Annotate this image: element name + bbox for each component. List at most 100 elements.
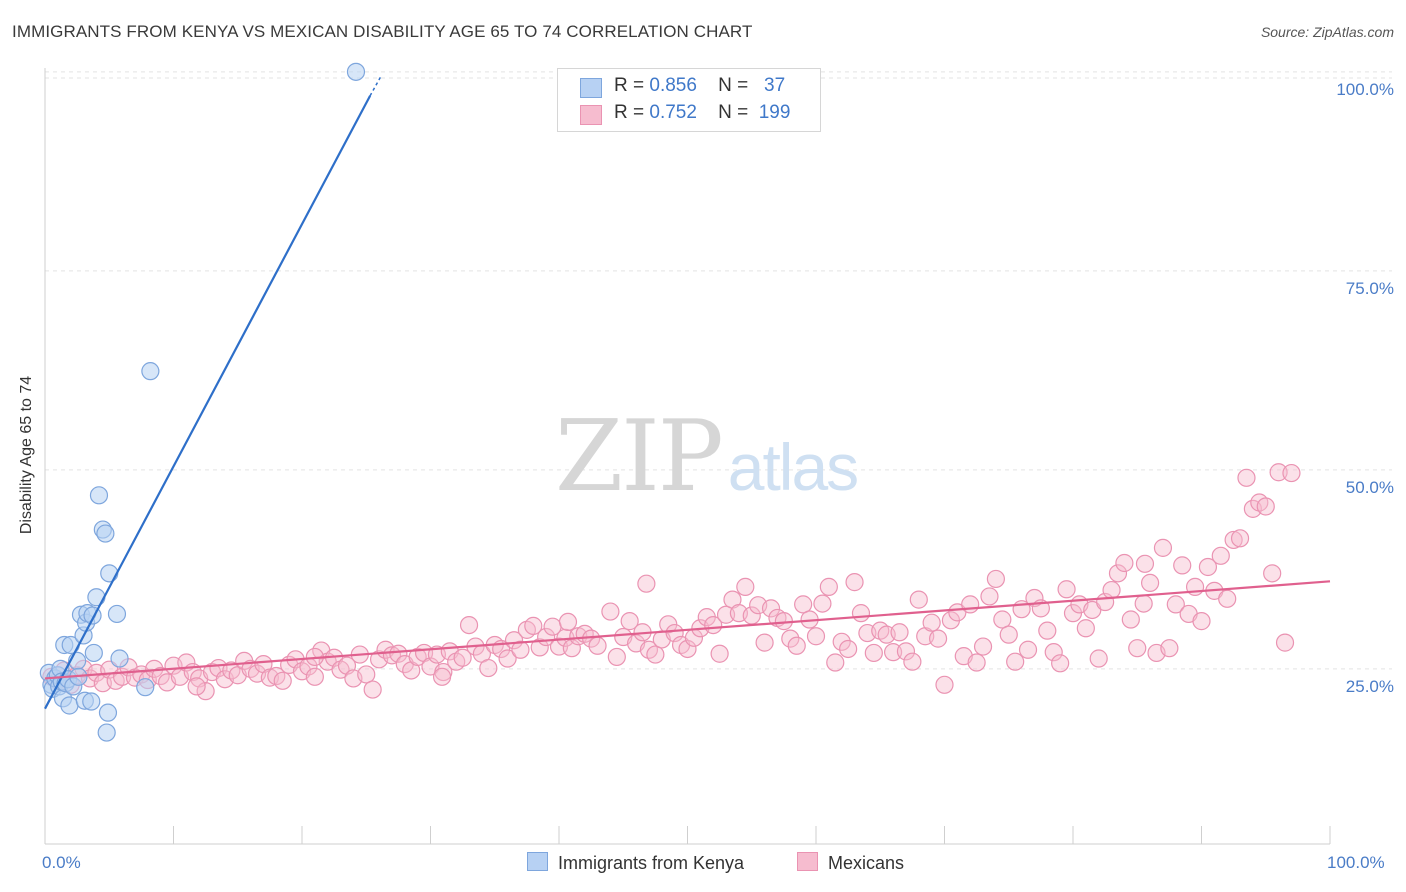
mexicans-point: [999, 625, 1018, 644]
mexicans-point: [961, 595, 980, 614]
mexicans-point: [1140, 573, 1160, 592]
mexicans-point: [1051, 654, 1070, 673]
mexicans-point: [909, 590, 928, 609]
bottom-kenya-swatch: [527, 852, 548, 871]
mexicans-point: [1108, 564, 1128, 583]
kenya-point: [84, 643, 103, 663]
mexicans-point: [1135, 554, 1155, 573]
kenya-swatch: [580, 78, 602, 98]
mexicans-point: [1115, 553, 1134, 573]
mexicans-point: [1134, 594, 1153, 613]
mexicans-point: [1044, 643, 1063, 662]
kenya-point: [60, 696, 79, 715]
kenya-point: [96, 524, 115, 543]
bottom-mexicans-label: Mexicans: [828, 853, 905, 873]
x-tick-max: 100.0%: [1327, 853, 1385, 872]
mexicans-point: [710, 644, 729, 663]
mexicans-point: [736, 577, 755, 596]
mexicans-point: [1018, 640, 1038, 659]
mexicans-point: [459, 615, 479, 635]
bottom-legend-kenya: Immigrants from Kenya: [527, 852, 744, 874]
mexicans-point: [637, 574, 656, 593]
mexicans-point: [1121, 610, 1140, 629]
mexicans-point: [1224, 530, 1243, 550]
mexicans-point: [787, 636, 806, 655]
mexicans-point: [761, 599, 781, 618]
kenya-point: [89, 486, 109, 505]
trend-lines: [44, 74, 1331, 710]
y-tick-label: 25.0%: [1345, 676, 1394, 696]
mexicans-point: [794, 595, 813, 614]
kenya-points: [39, 62, 366, 742]
mexicans-point: [806, 627, 826, 646]
mexicans-point: [357, 665, 376, 684]
watermark: ZIPatlas: [555, 400, 859, 514]
source-label: Source: ZipAtlas.com: [1260, 24, 1394, 40]
mexicans-point: [922, 613, 941, 632]
y-tick-label: 100.0%: [1336, 79, 1394, 99]
mexicans-point: [896, 642, 916, 661]
legend-kenya-n-value: 37: [764, 75, 786, 96]
mexicans-point: [607, 647, 626, 667]
mexicans-point: [530, 638, 549, 657]
legend-kenya-r-value: 0.856: [649, 75, 697, 96]
watermark-zip: ZIP: [555, 400, 724, 514]
mexicans-point: [1218, 589, 1237, 608]
legend-mexicans-n-label: N =: [718, 102, 749, 123]
mexicans-point: [755, 633, 774, 652]
mexicans-point: [305, 667, 324, 686]
mexicans-point: [935, 675, 954, 694]
mexicans-point: [273, 671, 292, 690]
y-tick-label: 75.0%: [1345, 278, 1394, 298]
mexicans-point: [986, 569, 1006, 589]
mexicans-point: [928, 629, 948, 648]
mexicans-trend-line: [44, 580, 1331, 680]
mexicans-point: [832, 632, 851, 651]
mexicans-point: [453, 648, 472, 667]
axes: [44, 68, 1331, 845]
mexicans-point: [1275, 633, 1295, 652]
legend-mexicans-stats: R = 0.752 N = 199: [614, 102, 790, 124]
mexicans-point: [845, 573, 864, 592]
mexicans-point: [1153, 538, 1173, 557]
kenya-point: [136, 678, 155, 697]
mexicans-point: [839, 639, 858, 659]
mexicans-point: [1160, 639, 1179, 658]
mexicans-point: [678, 639, 697, 659]
mexicans-point: [973, 637, 993, 656]
kenya-point: [110, 649, 129, 668]
mexicans-point: [601, 602, 620, 621]
mexicans-point: [781, 629, 800, 648]
mexicans-point: [993, 610, 1012, 629]
mexicans-point: [1057, 580, 1076, 599]
mexicans-point: [980, 587, 999, 606]
mexicans-point: [479, 658, 498, 678]
mexicans-point: [498, 649, 517, 668]
mexicans-point: [187, 677, 206, 696]
mexicans-point: [511, 640, 530, 659]
bottom-kenya-label: Immigrants from Kenya: [558, 853, 745, 873]
legend-mexicans-r-label: R =: [614, 102, 645, 123]
mexicans-point: [1269, 463, 1288, 482]
watermark-atlas: atlas: [727, 430, 859, 504]
mexicans-point: [1282, 463, 1301, 483]
mexicans-point: [1237, 468, 1256, 487]
mexicans-point: [1192, 612, 1211, 631]
kenya-point: [82, 692, 101, 711]
mexicans-point: [524, 616, 543, 635]
legend-kenya-stats: R = 0.856 N = 37: [614, 75, 785, 97]
kenya-point: [87, 588, 106, 607]
legend-kenya-r-label: R =: [614, 75, 645, 96]
mexicans-point: [1006, 652, 1025, 671]
mexicans-point: [389, 644, 408, 663]
kenya-point: [97, 723, 116, 742]
mexicans-point: [1089, 649, 1108, 668]
bottom-legend-mexicans: Mexicans: [797, 852, 904, 874]
mexicans-point: [826, 653, 845, 672]
mexicans-point: [883, 643, 903, 662]
stats-legend: R = 0.856 N = 37 R = 0.752 N = 199: [557, 68, 821, 132]
mexicans-point: [646, 645, 665, 664]
mexicans-swatch: [580, 105, 602, 125]
y-axis-label: Disability Age 65 to 74: [18, 375, 35, 535]
kenya-trend-extension: [369, 74, 383, 97]
